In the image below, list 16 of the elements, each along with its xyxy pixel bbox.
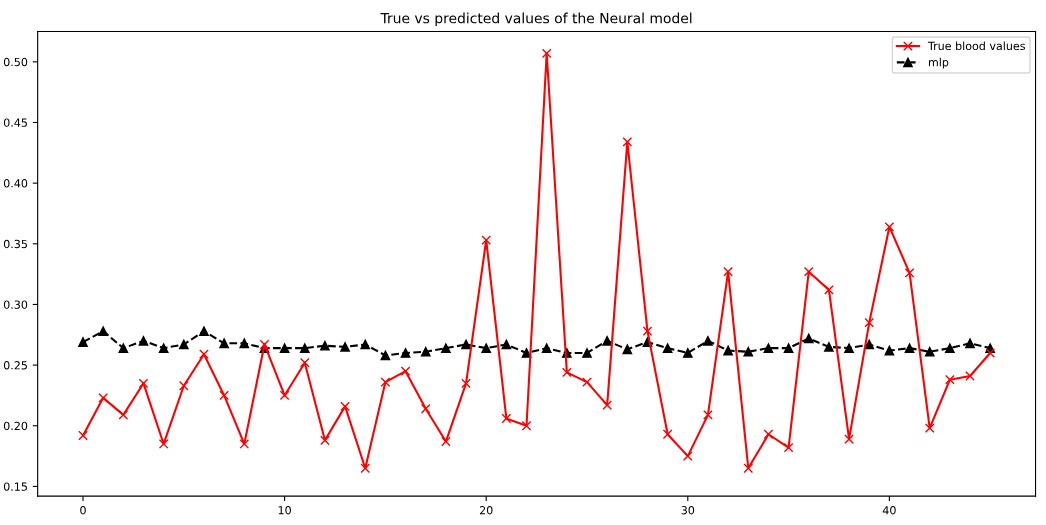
y-tick-label: 0.15 <box>3 482 27 491</box>
y-tick-label: 0.20 <box>3 421 28 431</box>
legend-label: mlp <box>928 57 949 69</box>
legend-label: True blood values <box>927 41 1025 51</box>
chart-title: True vs predicted values of the Neural model <box>380 12 692 27</box>
y-tick-label: 0.50 <box>3 57 28 67</box>
x-tick-label: 10 <box>278 506 291 515</box>
x-tick-label: 20 <box>479 506 493 515</box>
x-tick-label: 40 <box>882 506 896 515</box>
y-tick-label: 0.30 <box>3 300 28 309</box>
y-tick-label: 0.35 <box>3 239 27 249</box>
y-tick-label: 0.25 <box>3 361 27 370</box>
y-tick-label: 0.45 <box>3 118 27 127</box>
x-tick-label: 0 <box>80 506 86 515</box>
x-tick-label: 30 <box>681 506 695 515</box>
y-tick-label: 0.40 <box>3 179 28 188</box>
